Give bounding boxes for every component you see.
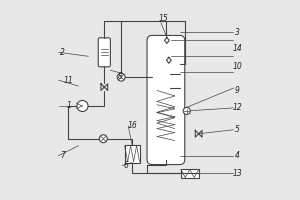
Text: 14: 14 [232,44,242,53]
Polygon shape [167,57,171,63]
Circle shape [99,135,107,143]
Text: 15: 15 [159,14,169,23]
Text: 9: 9 [235,86,240,95]
Text: 8: 8 [118,72,123,81]
Text: 6: 6 [124,161,129,170]
Text: 12: 12 [232,103,242,112]
Text: 13: 13 [232,169,242,178]
Polygon shape [164,37,169,43]
FancyBboxPatch shape [98,38,110,67]
Circle shape [183,107,190,114]
Text: 5: 5 [235,125,240,134]
Text: 1: 1 [66,101,71,110]
Text: 2: 2 [60,48,65,57]
Bar [125,145,140,163]
Circle shape [77,100,88,112]
Circle shape [117,73,125,81]
Bar [181,169,199,178]
Text: 3: 3 [235,28,240,37]
Text: 11: 11 [64,76,74,85]
Text: 7: 7 [60,151,65,160]
Text: 10: 10 [232,62,242,71]
Text: 16: 16 [127,121,137,130]
Text: 4: 4 [235,151,240,160]
FancyBboxPatch shape [147,35,185,165]
